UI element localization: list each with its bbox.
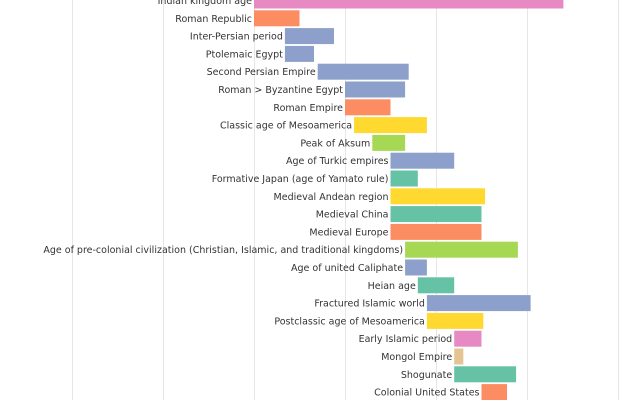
bar-label: Age of Turkic empires	[286, 156, 389, 167]
timeline-bar	[426, 295, 531, 312]
bar-label: Roman > Byzantine Egypt	[218, 85, 343, 96]
timeline-bar	[390, 206, 482, 223]
timeline-bar	[454, 330, 482, 347]
bar-label: Indian kingdom age	[158, 0, 253, 7]
timeline-bar	[254, 10, 300, 27]
timeline-bar	[390, 152, 455, 169]
bar-label: Medieval China	[316, 210, 389, 221]
timeline-bar	[284, 28, 334, 45]
bar-label: Postclassic age of Mesoamerica	[274, 316, 425, 327]
bar-label: Peak of Aksum	[300, 138, 370, 149]
timeline-bar	[390, 188, 486, 205]
bar-label: Mongol Empire	[381, 352, 452, 363]
bar-label: Early Islamic period	[359, 334, 453, 345]
timeline-bar	[317, 63, 409, 80]
bar-label: Roman Republic	[175, 14, 252, 25]
timeline-bar	[345, 99, 391, 116]
bar-label: Classic age of Mesoamerica	[220, 121, 352, 132]
bar-label: Inter-Persian period	[190, 32, 283, 43]
timeline-bar	[354, 117, 427, 134]
timeline-bar	[284, 45, 314, 62]
timeline-bar	[481, 384, 507, 400]
timeline-bar	[390, 170, 418, 187]
label-layer: Indian kingdom age Roman Republic Inter-Pe…	[43, 0, 479, 399]
timeline-bar	[454, 348, 464, 365]
bar-label: Colonial United States	[374, 388, 479, 399]
bar-label: Age of united Caliphate	[291, 263, 403, 274]
timeline-bar	[417, 277, 455, 294]
bar-label: Formative Japan (age of Yamato rule)	[212, 174, 389, 185]
bar-label: Medieval Europe	[309, 227, 388, 238]
bar-label: Age of pre-colonial civilization (Christ…	[43, 245, 403, 256]
bar-label: Fractured Islamic world	[314, 299, 425, 310]
timeline-bar	[426, 312, 484, 329]
timeline-bar	[372, 134, 406, 151]
timeline-bar	[254, 0, 564, 9]
timeline-bar	[405, 241, 518, 258]
timeline-bar	[390, 223, 482, 240]
bar-label: Second Persian Empire	[207, 67, 316, 78]
bar-layer	[254, 0, 564, 400]
timeline-bar	[454, 366, 517, 383]
timeline-bar	[405, 259, 427, 276]
bar-label: Medieval Andean region	[274, 192, 389, 203]
bar-label: Ptolemaic Egypt	[206, 49, 283, 60]
bar-label: Heian age	[368, 281, 416, 292]
bar-label: Shogunate	[401, 370, 452, 381]
timeline-bar	[345, 81, 406, 98]
bar-label: Roman Empire	[273, 103, 343, 114]
